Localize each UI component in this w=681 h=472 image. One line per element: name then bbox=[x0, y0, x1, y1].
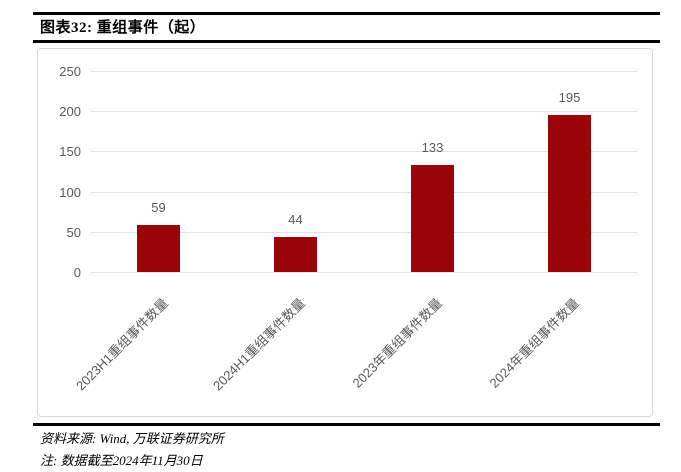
y-axis-tick-label: 200 bbox=[59, 104, 81, 120]
y-axis-tick-label: 50 bbox=[66, 224, 81, 240]
footer-rule bbox=[33, 423, 660, 426]
gridline bbox=[90, 272, 638, 273]
bar-value-label: 59 bbox=[151, 199, 166, 215]
bar bbox=[548, 115, 591, 272]
y-axis-tick-label: 100 bbox=[59, 184, 81, 200]
bar-value-label: 44 bbox=[288, 211, 303, 227]
bar bbox=[137, 224, 180, 272]
bar-value-label: 195 bbox=[558, 90, 581, 106]
gridline bbox=[90, 231, 638, 233]
note-line: 注: 数据截至2024年11月30日 bbox=[40, 453, 203, 468]
chart-area: 0 50 100 150 200 250 59 2023H1重组事件数量 44 2024H1重组事… bbox=[37, 48, 653, 417]
figure-title: 图表32: 重组事件（起） bbox=[40, 20, 206, 36]
gridline bbox=[90, 111, 638, 113]
gridline bbox=[90, 151, 638, 153]
y-axis-tick-label: 0 bbox=[73, 265, 81, 280]
x-axis-category-label: 2024H1重组事件数量 bbox=[209, 295, 308, 394]
y-axis-tick-label: 150 bbox=[59, 144, 81, 160]
title-bottom-rule bbox=[33, 40, 660, 43]
y-axis-tick-label: 250 bbox=[59, 64, 81, 79]
x-axis-category-label: 2023年重组事件数量 bbox=[349, 295, 445, 391]
bar bbox=[274, 236, 317, 272]
x-axis-category-label: 2023H1重组事件数量 bbox=[72, 295, 171, 394]
x-axis-category-label: 2024年重组事件数量 bbox=[486, 295, 582, 391]
gridline bbox=[90, 71, 638, 72]
bar-value-label: 133 bbox=[421, 140, 444, 156]
source-line: 资料来源: Wind, 万联证券研究所 bbox=[40, 431, 224, 446]
bar bbox=[411, 165, 454, 272]
gridline bbox=[90, 191, 638, 193]
top-rule bbox=[33, 12, 660, 15]
